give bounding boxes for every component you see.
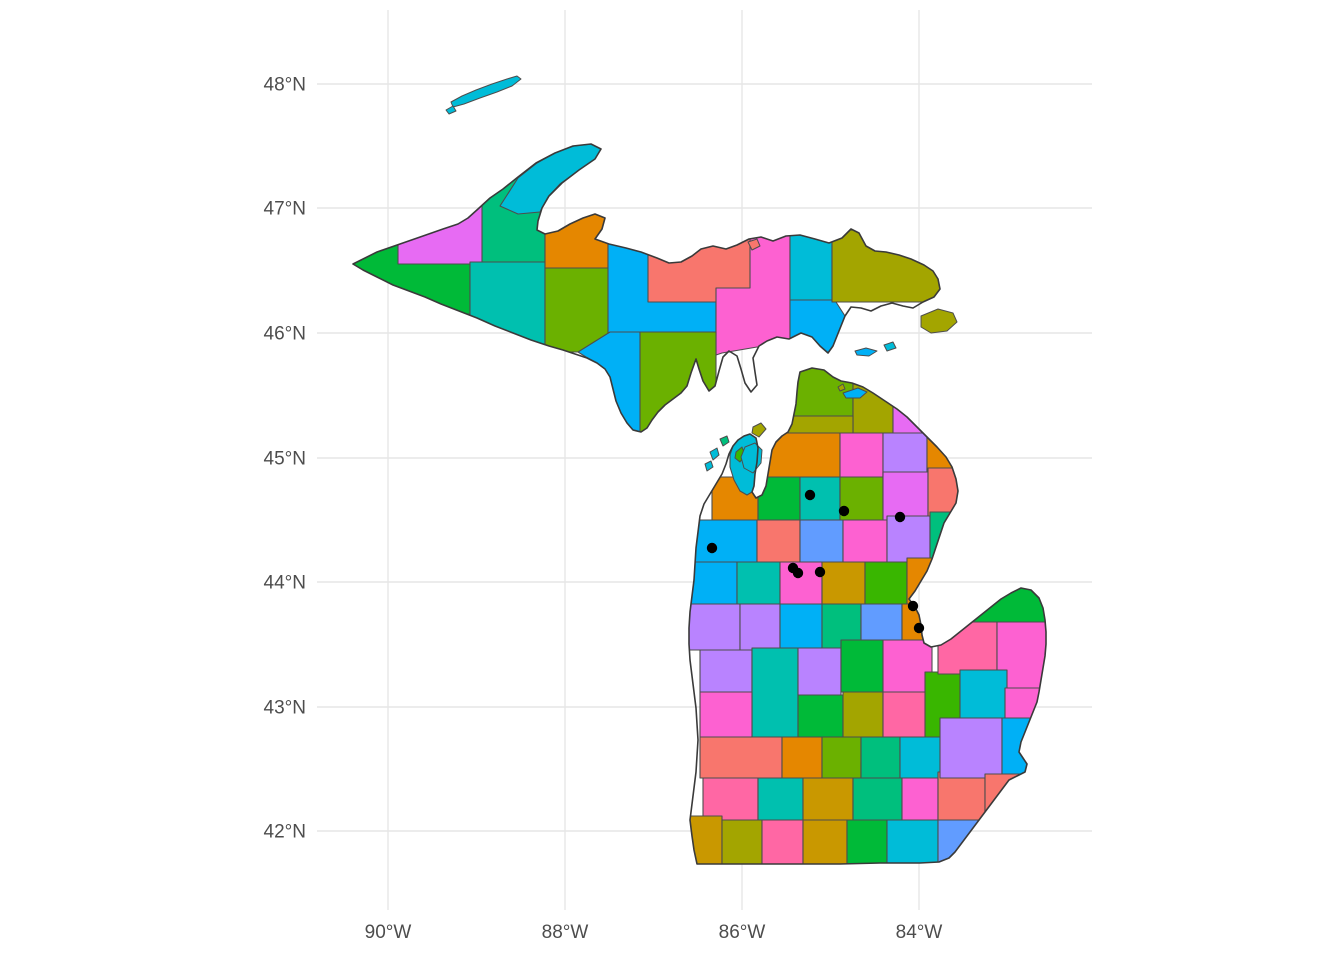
county-shape [886, 819, 939, 864]
islands [445, 75, 958, 474]
county-shape [842, 691, 884, 738]
observation-point [792, 567, 804, 579]
isle-royale-island-shape [450, 75, 522, 108]
y-axis-tick-label: 42°N [264, 822, 306, 843]
county-shape [882, 432, 928, 478]
county-shape [797, 694, 844, 738]
county-shape [689, 561, 738, 605]
garden-island-island-shape [751, 422, 767, 438]
north-manitou-island-island-shape [709, 447, 720, 461]
observation-point [838, 505, 850, 517]
x-axis-tick-label: 88°W [542, 922, 589, 943]
county-shape [799, 519, 844, 563]
y-axis-tick-label: 47°N [264, 199, 306, 220]
y-axis-tick-label: 43°N [264, 698, 306, 719]
observation-point [907, 600, 919, 612]
county-shape [699, 691, 753, 738]
county-shape [779, 603, 823, 651]
county-shape [779, 561, 823, 605]
county-shape [821, 561, 866, 605]
axis-labels: 90°W 88°W 86°W 84°W 48°N 47°N 46°N 45°N 44°N 43°N… [264, 75, 943, 944]
county-shape [842, 519, 888, 563]
county-shape [840, 639, 884, 693]
mackinac-island-island-shape [837, 383, 846, 392]
county-shape [802, 777, 854, 821]
county-shape [821, 736, 862, 779]
lower-peninsula-border [688, 367, 1047, 865]
y-axis-tick-label: 48°N [264, 75, 306, 96]
fox-islands-island-shape [719, 435, 730, 447]
county-shape [757, 777, 804, 821]
county-shape [996, 621, 1046, 691]
county-shape [886, 515, 931, 563]
upper-peninsula-border [352, 143, 941, 433]
observation-point [894, 511, 906, 523]
county-shape [852, 777, 903, 821]
county-shape [721, 819, 763, 864]
county-shape [839, 432, 884, 478]
y-axis-tick-label: 44°N [264, 573, 306, 594]
county-shape [761, 819, 804, 864]
county-shape [691, 519, 758, 563]
x-axis-tick-label: 90°W [365, 922, 412, 943]
observation-points [706, 489, 925, 634]
county-shape [751, 647, 799, 738]
isle-royale-islet-island-shape [445, 105, 457, 115]
county-shape [799, 476, 841, 521]
county-shape [789, 231, 833, 301]
x-axis-tick-label: 84°W [896, 922, 943, 943]
x-axis-tick-label: 86°W [719, 922, 766, 943]
county-shape [882, 691, 928, 738]
drummond-island-island-shape [920, 308, 958, 334]
county-shape [939, 717, 1003, 779]
county-shape [860, 603, 903, 645]
bois-blanc-island-island-shape [842, 387, 868, 399]
y-axis-tick-label: 46°N [264, 324, 306, 345]
county-shape [699, 649, 753, 693]
county-shape [846, 819, 888, 864]
county-shape [781, 736, 823, 779]
county-shape [901, 777, 939, 821]
county-shape [702, 777, 759, 821]
county-shape [756, 519, 801, 563]
county-shape [699, 736, 783, 779]
south-manitou-island-island-shape [704, 460, 714, 472]
county-shape [797, 647, 842, 696]
les-cheneaux-islands-island-shape [854, 347, 878, 357]
county-shape [882, 471, 929, 521]
county-shape [736, 561, 781, 605]
county-shape [689, 603, 741, 651]
county-shape [899, 736, 943, 779]
county-shape [864, 561, 908, 605]
county-shape [937, 771, 986, 821]
observation-point [913, 622, 925, 634]
observation-point [804, 489, 816, 501]
county-shape [739, 603, 781, 651]
grand-island-island-shape [747, 238, 761, 251]
observation-point [814, 566, 826, 578]
st-martin-island-island-shape [883, 341, 897, 352]
county-shape [959, 669, 1008, 723]
y-axis-tick-label: 45°N [264, 449, 306, 470]
county-shape [860, 736, 901, 779]
county-shape [802, 819, 848, 864]
observation-point [706, 542, 718, 554]
county-shape [882, 639, 933, 693]
